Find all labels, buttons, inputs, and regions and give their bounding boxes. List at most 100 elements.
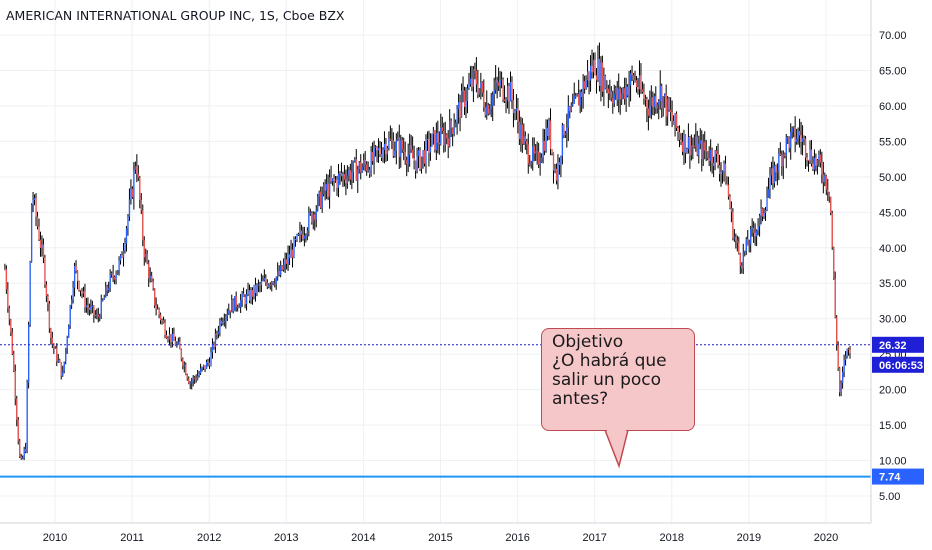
candle [422,149,424,169]
candle [245,289,248,311]
candle [73,262,76,297]
candle [324,179,326,201]
candle [413,145,415,170]
candle [299,221,301,243]
candle [732,208,734,241]
candle [748,239,750,253]
candle [586,59,589,88]
candle [667,96,669,126]
candle [674,113,676,137]
candle [269,282,271,290]
candle [44,254,46,288]
candle [41,235,43,257]
candle [833,246,835,280]
candle [831,210,833,250]
candle [585,75,587,90]
candle [634,70,636,83]
candle [19,438,21,459]
candle [518,110,521,145]
candle [185,362,187,376]
candle [766,186,768,212]
candle [683,129,685,165]
candle [785,133,787,169]
candle [39,231,42,257]
candle [496,76,498,99]
candle [162,316,165,324]
callout-annotation[interactable]: Objetivo ¿O habrá que salir un poco ante… [541,328,695,431]
candle [449,109,451,148]
candle [493,77,495,106]
candle [87,297,89,315]
candle [735,233,737,249]
candle [118,256,120,276]
candle [328,169,331,209]
candle [770,161,773,186]
candle [366,161,368,176]
candle [346,165,349,189]
candle [16,395,18,427]
candle [297,232,300,236]
y-tick-label: 40.00 [879,243,907,255]
candle [600,56,602,102]
candle [569,105,571,119]
candle [649,90,651,119]
candle [288,245,291,265]
candle [844,351,847,366]
candle [287,245,289,271]
candle [471,65,473,92]
candle [425,134,427,174]
candle [769,167,771,199]
candle [750,225,752,253]
x-tick-label: 2018 [660,532,684,544]
candle [594,52,596,76]
candle [843,354,845,378]
candle [549,108,552,156]
candle [760,199,762,225]
candle [62,365,64,377]
candle [177,337,180,345]
candle [511,76,513,109]
candle [137,165,140,182]
candle [438,131,441,155]
candle [578,79,580,106]
candle [122,242,125,267]
candle [698,135,700,164]
svg-text:7.74: 7.74 [879,472,901,484]
candle [486,90,488,120]
candle [751,218,753,237]
y-tick-label: 15.00 [879,420,907,432]
candle [689,136,691,169]
candle [60,362,62,380]
candle [385,138,387,162]
candle [320,186,322,210]
candle [733,228,736,242]
candle [543,129,546,156]
candle [668,97,670,112]
candle [778,147,780,181]
candle [787,135,789,144]
candle [541,153,543,163]
candle [315,205,317,228]
candle [573,82,575,104]
candle [392,132,395,158]
candle [647,99,650,131]
candle [210,347,212,367]
candle [684,134,687,164]
candle [204,365,206,372]
candle [819,149,822,168]
candle [564,130,567,139]
candle [849,346,851,359]
candle [76,270,79,290]
candle [226,308,228,322]
candle [423,141,426,167]
candle [536,141,538,165]
candle [521,118,524,153]
candle [22,455,24,460]
candle [272,281,274,286]
candle [339,171,341,185]
candle [434,130,436,153]
candle [57,353,59,363]
candle [285,252,288,270]
candle [656,102,658,114]
